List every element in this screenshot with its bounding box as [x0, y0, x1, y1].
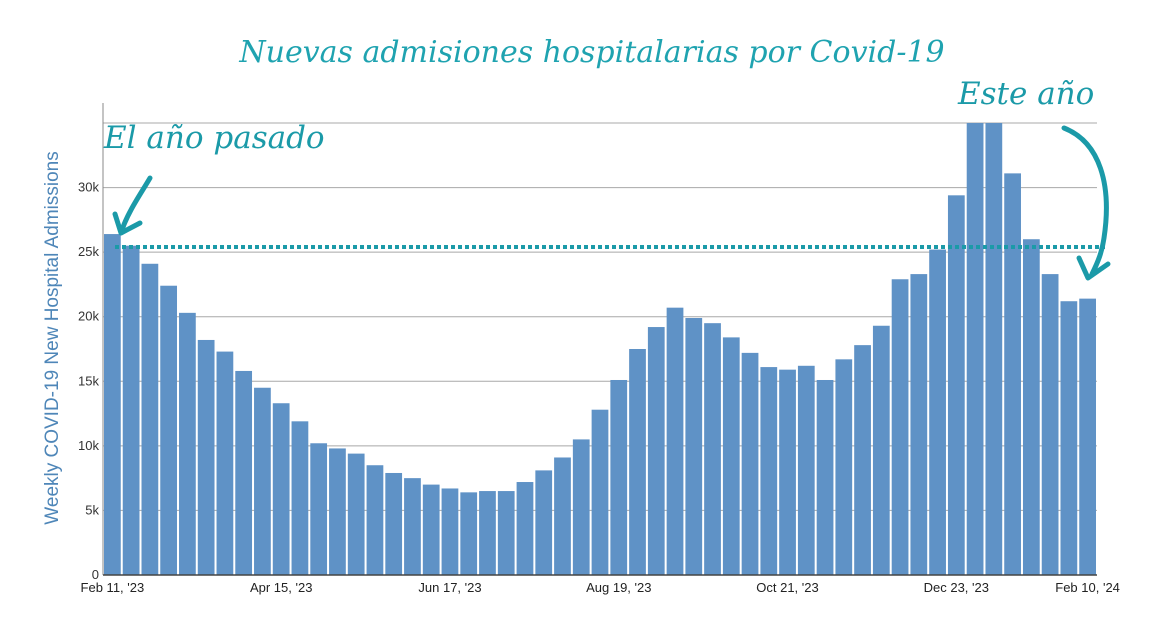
x-tick-label: Dec 23, '23: [924, 580, 989, 595]
x-tick-label: Oct 21, '23: [756, 580, 818, 595]
bar: [610, 379, 628, 575]
bar: [216, 351, 234, 575]
bar: [666, 307, 684, 575]
bar: [685, 318, 703, 575]
chart-title: Nuevas admisiones hospitalarias por Covi…: [238, 35, 944, 70]
bar: [291, 421, 309, 575]
bar: [441, 488, 459, 575]
y-tick-label: 15k: [78, 373, 99, 388]
x-tick-label: Jun 17, '23: [418, 580, 481, 595]
bar: [160, 285, 178, 575]
bar: [966, 123, 984, 575]
bar: [947, 195, 965, 575]
bar: [872, 325, 890, 575]
bar: [516, 482, 534, 575]
bar: [1004, 173, 1021, 575]
annotation-this-year: Este año: [957, 76, 1094, 112]
bar: [1060, 301, 1078, 575]
bar: [572, 439, 590, 575]
bar: [779, 369, 796, 575]
bar: [179, 312, 196, 575]
bar: [797, 365, 815, 575]
y-tick-label: 20k: [78, 309, 99, 324]
bar: [254, 387, 271, 575]
bar: [366, 465, 384, 575]
bars: [104, 123, 1096, 576]
bar: [554, 457, 571, 575]
bar: [891, 279, 909, 575]
bar: [1079, 298, 1096, 575]
bar: [385, 472, 403, 575]
bar: [422, 484, 440, 575]
bar: [460, 492, 478, 575]
arrow-head-last-year: [112, 211, 143, 236]
bar: [741, 352, 759, 575]
bar: [816, 379, 834, 575]
bar: [197, 339, 215, 575]
x-tick-label: Feb 10, '24: [1055, 580, 1120, 595]
x-ticks: Feb 11, '23 Apr 15, '23 Jun 17, '23 Aug 19,…: [81, 580, 1120, 595]
bar: [272, 403, 290, 575]
bar: [591, 409, 609, 575]
arrow-head-this-year: [1076, 255, 1111, 281]
y-tick-label: 0: [92, 567, 99, 582]
bar: [629, 349, 646, 575]
bar: [910, 274, 928, 575]
bar: [854, 345, 871, 575]
annotation-last-year: El año pasado: [103, 120, 325, 156]
bar: [104, 234, 121, 575]
x-tick-label: Apr 15, '23: [250, 580, 312, 595]
y-axis-label: Weekly COVID-19 New Hospital Admissions: [42, 151, 63, 524]
y-tick-label: 25k: [78, 244, 99, 259]
bar: [235, 370, 253, 575]
bar: [141, 263, 159, 575]
bar: [122, 245, 140, 575]
bar: [479, 491, 496, 575]
bar: [760, 367, 778, 575]
bar: [1022, 239, 1040, 576]
y-tick-label: 10k: [78, 438, 99, 453]
bar: [310, 443, 328, 575]
bar: [722, 337, 740, 575]
x-tick-label: Aug 19, '23: [586, 580, 651, 595]
bar: [704, 323, 721, 575]
y-tick-label: 30k: [78, 180, 99, 195]
arrow-this-year: [1061, 125, 1109, 277]
arrow-last-year: [119, 175, 153, 233]
y-tick-label: 5k: [85, 502, 99, 517]
bar: [835, 359, 853, 575]
x-tick-label: Feb 11, '23: [81, 580, 145, 595]
y-ticks: 0 5k 10k 15k 20k 25k 30k: [78, 180, 99, 582]
bar: [929, 249, 946, 575]
bar: [497, 491, 515, 575]
bar: [1041, 274, 1059, 575]
bar: [535, 470, 553, 575]
bar: [329, 448, 346, 575]
bar: [404, 478, 421, 575]
bar: [985, 123, 1003, 575]
bar: [347, 453, 365, 575]
bar: [647, 327, 665, 575]
axes: [102, 103, 1097, 576]
